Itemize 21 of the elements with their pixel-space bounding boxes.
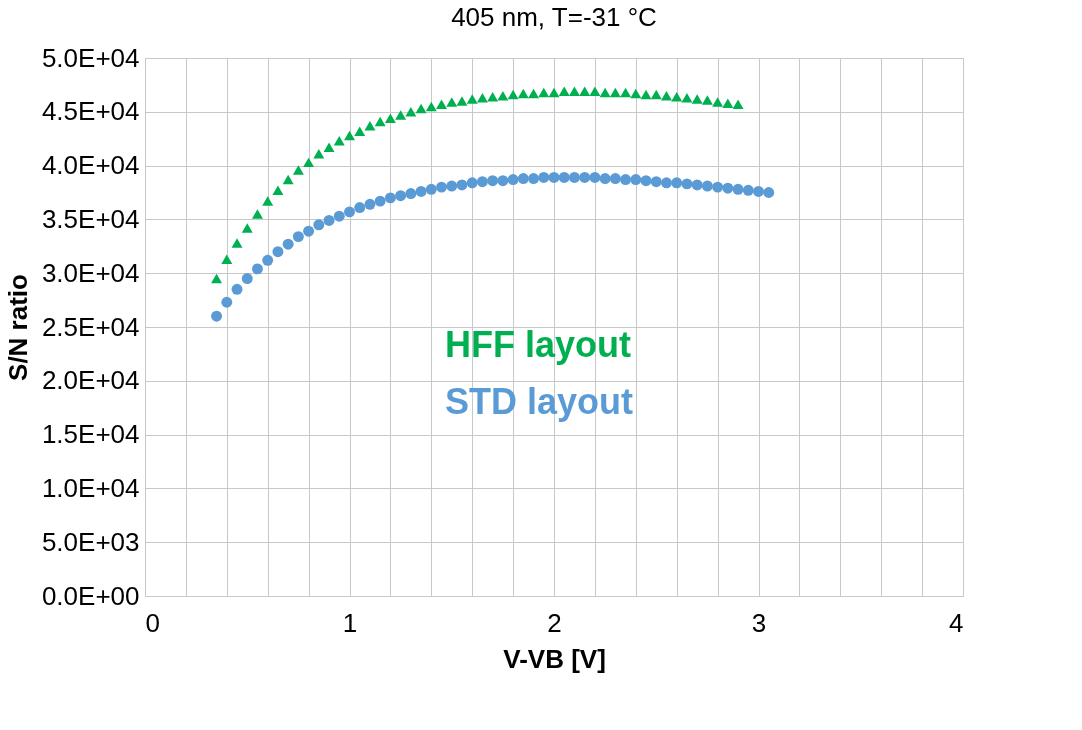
x-tick-label: 4 bbox=[949, 607, 964, 638]
y-tick-label: 5.0E+03 bbox=[41, 526, 140, 557]
y-axis-title: S/N ratio bbox=[2, 274, 33, 381]
x-axis-title: V-VB [V] bbox=[503, 643, 606, 674]
y-tick-label: 3.0E+04 bbox=[41, 257, 140, 288]
y-tick-label: 4.5E+04 bbox=[41, 96, 140, 127]
y-tick-label: 4.0E+04 bbox=[41, 150, 140, 181]
text: HFF layout bbox=[445, 324, 632, 365]
y-tick-label: 1.5E+04 bbox=[41, 419, 140, 450]
y-tick-label: 2.0E+04 bbox=[41, 365, 140, 396]
text: STD layout bbox=[445, 381, 634, 422]
y-tick-label: 5.0E+04 bbox=[41, 42, 140, 73]
y-tick-label: 3.5E+04 bbox=[41, 203, 140, 234]
x-tick-label: 2 bbox=[547, 607, 562, 638]
y-tick-label: 2.5E+04 bbox=[41, 311, 140, 342]
chart-title: 405 nm, T=-31 °C bbox=[451, 2, 657, 32]
x-tick-label: 3 bbox=[751, 607, 767, 638]
y-tick-label: 1.0E+04 bbox=[41, 472, 140, 503]
x-tick-label: 0 bbox=[145, 607, 160, 638]
y-tick-label: 0.0E+00 bbox=[41, 580, 140, 611]
x-tick-label: 1 bbox=[342, 607, 358, 638]
